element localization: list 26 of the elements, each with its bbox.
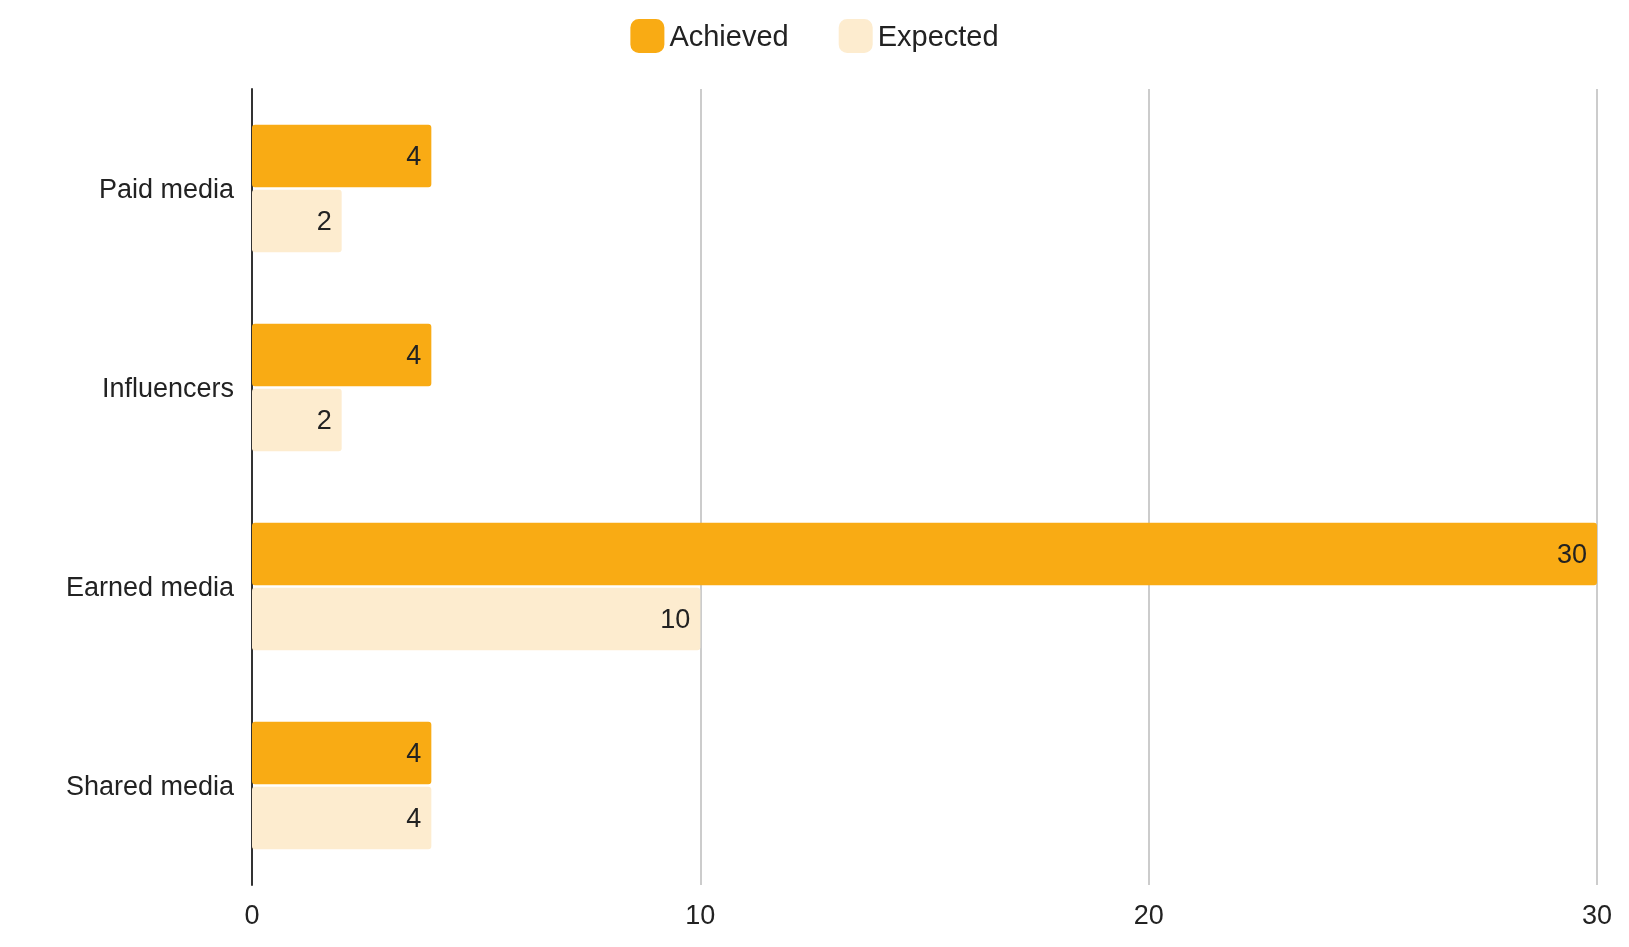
y-tick-label: Influencers <box>101 372 234 403</box>
legend-label: Achieved <box>669 20 789 52</box>
data-label: 4 <box>406 738 422 769</box>
data-label: 10 <box>660 603 691 634</box>
y-tick-label: Shared media <box>65 770 235 801</box>
data-label: 2 <box>316 404 332 435</box>
bar <box>252 388 342 452</box>
bar <box>252 587 701 651</box>
data-label: 4 <box>406 802 422 833</box>
y-tick-label: Paid media <box>98 173 235 204</box>
data-label: 2 <box>316 205 332 236</box>
bar <box>252 323 432 387</box>
bar <box>252 721 432 785</box>
bar <box>252 189 342 253</box>
y-tick-label: Earned media <box>65 571 235 602</box>
legend-label: Expected <box>877 20 999 52</box>
x-tick-label: 20 <box>1133 899 1164 930</box>
data-label: 4 <box>406 340 422 371</box>
x-tick-label: 10 <box>685 899 716 930</box>
data-label: 30 <box>1556 539 1587 570</box>
x-tick-label: 0 <box>244 899 260 930</box>
x-tick-label: 30 <box>1581 899 1613 930</box>
bar <box>252 522 1597 586</box>
bar <box>252 124 432 188</box>
bar <box>252 786 432 850</box>
data-label: 4 <box>406 141 422 172</box>
